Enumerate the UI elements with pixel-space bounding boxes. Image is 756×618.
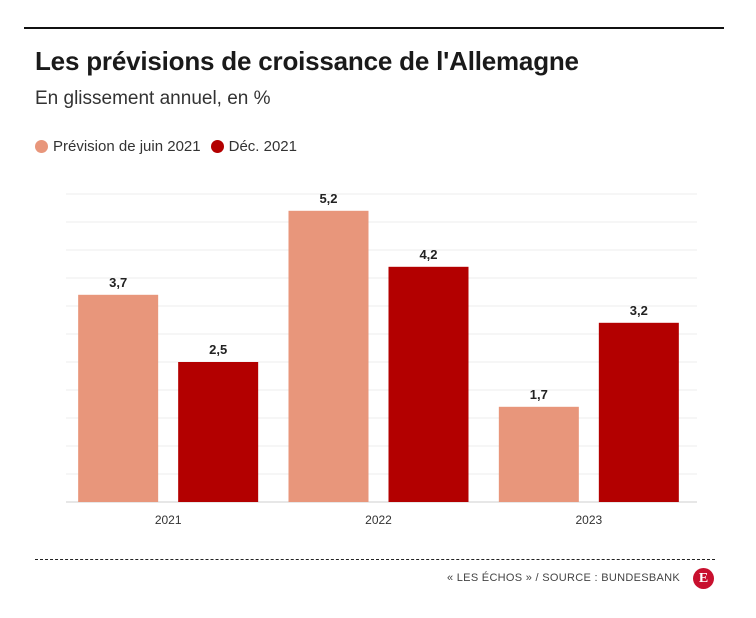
chart-title: Les prévisions de croissance de l'Allema… bbox=[35, 46, 579, 76]
legend-item-series-1: Prévision de juin 2021 bbox=[35, 138, 201, 155]
bar-chart: 3,7 2,5 2021 5,2 4,2 2022 1,7 3,2 2023 bbox=[66, 191, 697, 527]
data-label: 4,2 bbox=[419, 247, 437, 262]
footer-divider bbox=[35, 559, 715, 560]
legend-label-series-2: Déc. 2021 bbox=[228, 138, 297, 155]
data-label: 3,7 bbox=[109, 275, 127, 290]
x-tick-label: 2021 bbox=[155, 513, 182, 527]
legend-item-series-2: Déc. 2021 bbox=[210, 138, 297, 155]
x-tick-label: 2023 bbox=[575, 513, 602, 527]
data-label: 3,2 bbox=[630, 303, 648, 318]
data-label: 5,2 bbox=[319, 191, 337, 206]
data-label: 1,7 bbox=[530, 387, 548, 402]
bar-2022-series-1 bbox=[288, 210, 369, 503]
chart-subtitle: En glissement annuel, en % bbox=[35, 88, 271, 109]
top-rule bbox=[24, 27, 724, 29]
bar-2021-series-1 bbox=[78, 294, 159, 502]
les-echos-logo: E bbox=[693, 568, 714, 589]
x-tick-label: 2022 bbox=[365, 513, 392, 527]
legend-label-series-1: Prévision de juin 2021 bbox=[53, 138, 201, 155]
bar-2021-series-2 bbox=[178, 362, 259, 502]
legend-swatch-series-1 bbox=[35, 140, 48, 153]
data-label: 2,5 bbox=[209, 342, 227, 357]
bar-2023-series-2 bbox=[598, 322, 679, 502]
legend: Prévision de juin 2021 Déc. 2021 bbox=[35, 138, 307, 155]
bar-2023-series-1 bbox=[498, 406, 579, 502]
source-note: « LES ÉCHOS » / SOURCE : BUNDESBANK bbox=[446, 572, 680, 584]
bar-2022-series-2 bbox=[388, 266, 469, 502]
legend-swatch-series-2 bbox=[210, 140, 224, 153]
